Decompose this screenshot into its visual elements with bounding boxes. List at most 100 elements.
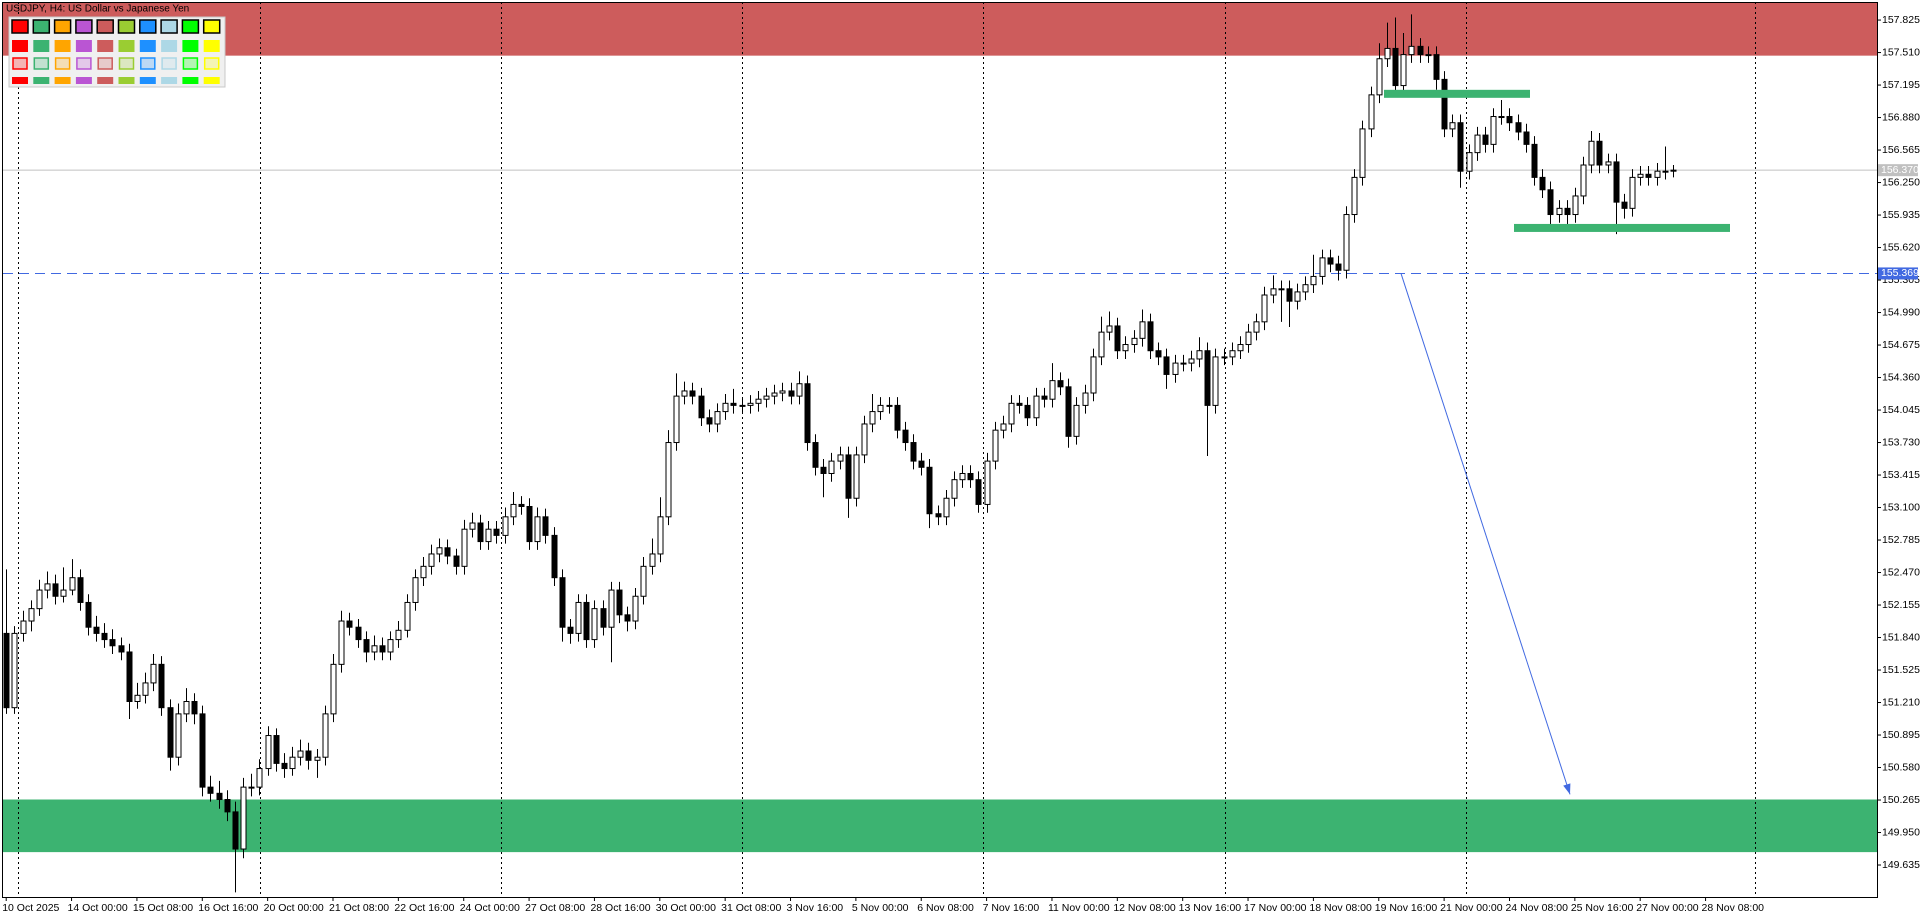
palette-swatch[interactable] <box>139 77 156 84</box>
candle-body <box>224 799 231 813</box>
candle-body <box>1180 362 1187 365</box>
palette-swatch[interactable] <box>54 40 71 52</box>
palette-swatch[interactable] <box>139 19 157 34</box>
candle-body <box>1515 122 1522 133</box>
palette-swatch[interactable] <box>182 77 199 84</box>
palette-swatch[interactable] <box>139 40 156 52</box>
chart-title: USDJPY, H4: US Dollar vs Japanese Yen <box>6 4 189 15</box>
palette-swatch[interactable] <box>33 40 50 52</box>
palette-swatch[interactable] <box>11 19 29 34</box>
palette-swatch[interactable] <box>32 19 51 34</box>
candle-body <box>256 768 263 788</box>
candle-body <box>771 392 778 397</box>
candle-body <box>436 547 443 555</box>
candle-body <box>959 472 966 481</box>
candle-body <box>853 454 860 499</box>
palette-swatch[interactable] <box>118 77 135 84</box>
candle-body <box>1245 331 1252 346</box>
palette-swatch[interactable] <box>54 77 71 84</box>
palette-swatch[interactable] <box>54 57 71 70</box>
candle-body <box>1621 201 1628 209</box>
candle-body <box>902 429 909 444</box>
candle-body <box>518 503 525 508</box>
y-tick-label: 150.265 <box>1882 794 1920 806</box>
y-tick-label: 154.675 <box>1882 339 1920 351</box>
palette-swatch[interactable] <box>161 40 178 52</box>
color-palette[interactable] <box>8 16 226 88</box>
candle-body <box>1229 350 1236 358</box>
palette-swatch[interactable] <box>12 77 28 84</box>
candle-body <box>1261 294 1268 323</box>
candle-body <box>248 786 255 789</box>
palette-swatch[interactable] <box>203 40 220 52</box>
palette-swatch[interactable] <box>75 40 92 52</box>
arrow-head <box>1563 783 1571 795</box>
candle-body <box>559 577 566 628</box>
candle-body <box>1139 321 1146 339</box>
x-tick-label: 3 Nov 16:00 <box>787 902 844 914</box>
candle-body <box>134 694 141 702</box>
palette-swatch[interactable] <box>203 57 220 70</box>
palette-swatch[interactable] <box>75 77 92 84</box>
palette-swatch[interactable] <box>76 57 92 70</box>
candle-body <box>477 522 484 543</box>
candle-body <box>240 786 247 850</box>
x-tick-label: 27 Oct 08:00 <box>525 902 585 914</box>
palette-swatch[interactable] <box>182 40 199 52</box>
palette-swatch[interactable] <box>182 57 199 70</box>
palette-swatch[interactable] <box>33 57 50 70</box>
y-tick-label: 151.210 <box>1882 696 1920 708</box>
x-tick-label: 5 Nov 00:00 <box>852 902 909 914</box>
candle-body <box>379 645 386 653</box>
palette-swatch[interactable] <box>12 40 28 52</box>
palette-swatch[interactable] <box>140 57 156 70</box>
candle-body <box>1147 321 1154 352</box>
candle-body <box>828 460 835 474</box>
candle-body <box>289 756 296 770</box>
candle-body <box>591 608 598 641</box>
palette-swatch[interactable] <box>12 57 28 70</box>
palette-swatch[interactable] <box>97 57 113 70</box>
palette-swatch[interactable] <box>118 57 135 70</box>
candle-body <box>1049 380 1056 400</box>
candle-body <box>706 417 713 425</box>
palette-swatch[interactable] <box>33 77 50 84</box>
palette-swatch[interactable] <box>97 77 114 84</box>
arrow-line <box>1400 273 1571 795</box>
x-tick-label: 31 Oct 08:00 <box>721 902 781 914</box>
palette-swatch[interactable] <box>75 19 93 34</box>
palette-swatch[interactable] <box>181 19 200 34</box>
price-label-box <box>1878 164 1918 177</box>
candle-body <box>158 663 165 709</box>
y-tick-label: 151.525 <box>1882 664 1920 676</box>
candle-body <box>616 589 623 616</box>
candle-body <box>1204 350 1211 406</box>
palette-swatch[interactable] <box>117 19 136 34</box>
palette-swatch[interactable] <box>118 40 135 52</box>
palette-swatch[interactable] <box>161 77 178 84</box>
palette-swatch[interactable] <box>202 19 221 34</box>
candle-body <box>1506 116 1513 124</box>
y-tick-label: 155.620 <box>1882 241 1920 253</box>
candle-body <box>714 411 721 425</box>
palette-swatch[interactable] <box>53 19 72 34</box>
x-tick-label: 13 Nov 16:00 <box>1179 902 1242 914</box>
candle-body <box>951 479 958 499</box>
palette-swatch[interactable] <box>96 19 114 34</box>
palette-swatch[interactable] <box>97 40 114 52</box>
x-tick-label: 25 Nov 16:00 <box>1571 902 1634 914</box>
candle-body <box>44 583 51 591</box>
palette-swatch[interactable] <box>160 19 178 34</box>
candle-body <box>404 601 411 631</box>
palette-swatch[interactable] <box>203 77 220 84</box>
candle-body <box>1294 291 1301 302</box>
candle-body <box>1449 122 1456 130</box>
zones <box>3 2 1877 853</box>
candle-body <box>199 713 206 788</box>
candle-body <box>77 577 84 603</box>
candle-body <box>118 645 125 653</box>
candle-body <box>1041 395 1048 400</box>
x-tick-label: 15 Oct 08:00 <box>133 902 193 914</box>
candle-body <box>624 614 631 622</box>
palette-swatch[interactable] <box>161 57 177 70</box>
